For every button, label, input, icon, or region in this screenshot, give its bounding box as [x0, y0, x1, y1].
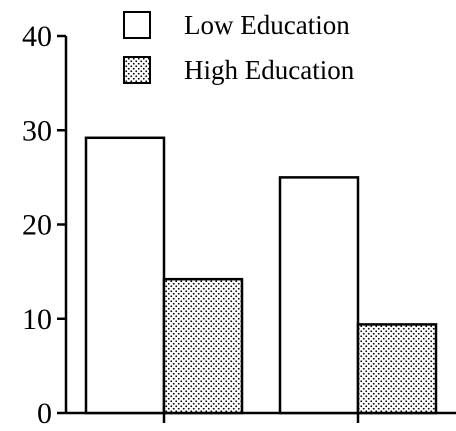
y-tick-label: 20: [22, 209, 52, 242]
y-tick-label: 30: [22, 114, 52, 147]
legend-swatch-high-education: [123, 56, 151, 84]
y-tick-label: 10: [22, 303, 52, 336]
legend-swatch-low-education: [123, 11, 151, 39]
legend-label-high-education: High Education: [184, 55, 355, 85]
legend: Low Education High Education: [123, 10, 355, 85]
y-tick-label: 0: [37, 397, 52, 430]
bar-low-education: [278, 176, 360, 415]
bar-high-education: [356, 323, 438, 415]
legend-label-low-education: Low Education: [184, 10, 350, 40]
bar-low-education: [84, 136, 166, 415]
y-tick-label: 40: [22, 20, 52, 53]
bar-high-education: [162, 277, 244, 415]
bars: [84, 136, 438, 415]
